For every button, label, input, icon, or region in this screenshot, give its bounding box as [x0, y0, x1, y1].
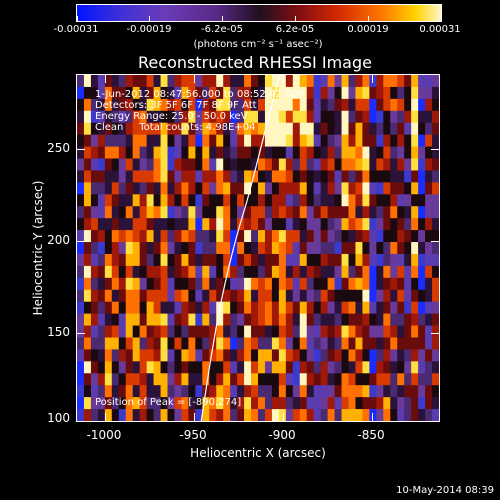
- colorbar-tick: [222, 16, 223, 21]
- heatmap-image: [77, 75, 439, 421]
- x-tick-label: -900: [268, 428, 296, 442]
- x-tick-mark: [372, 75, 373, 83]
- colorbar-tick-label: -6.2e-05: [201, 24, 243, 35]
- x-tick-mark: [194, 75, 195, 83]
- colorbar-tick-label: 0.00019: [347, 24, 389, 35]
- colorbar-unit-label: (photons cm⁻² s⁻¹ asec⁻²): [193, 39, 323, 50]
- y-tick-mark: [77, 333, 85, 334]
- y-tick-mark: [77, 149, 85, 150]
- y-tick-label: 250: [47, 141, 70, 155]
- x-tick-label: -1000: [86, 428, 122, 442]
- limb-curve: [200, 75, 281, 421]
- y-axis-label: Heliocentric Y (arcsec): [31, 180, 45, 316]
- colorbar: [76, 4, 442, 22]
- x-tick-mark: [105, 75, 106, 83]
- y-tick-label: 200: [47, 233, 70, 247]
- y-tick-label: 150: [47, 325, 70, 339]
- y-tick-mark: [431, 149, 439, 150]
- colorbar-tick: [295, 16, 296, 21]
- image-plot: 1-Jun-2012 08:47:56.000 to 08:52:42.000 …: [76, 74, 440, 422]
- colorbar-tick: [149, 16, 150, 21]
- colorbar-tick-label: -0.00031: [53, 24, 99, 35]
- colorbar-tick-label: 6.2e-05: [275, 24, 315, 35]
- colorbar-tick-label: 0.00031: [419, 24, 461, 35]
- info-energy-range: Energy Range: 25.0 - 50.0 keV: [95, 111, 248, 122]
- x-tick-mark: [194, 413, 195, 421]
- x-axis-label: Heliocentric X (arcsec): [190, 446, 326, 460]
- x-tick-label: -850: [357, 428, 385, 442]
- colorbar-tick: [368, 16, 369, 21]
- x-tick-mark: [283, 75, 284, 83]
- colorbar-tick-label: -0.00019: [126, 24, 172, 35]
- peak-position: Position of Peak = [-890,274]: [95, 397, 242, 408]
- image-title: Reconstructed RHESSI Image: [138, 53, 372, 72]
- info-time-range: 1-Jun-2012 08:47:56.000 to 08:52:42.000: [95, 89, 305, 100]
- y-tick-mark: [431, 241, 439, 242]
- x-tick-mark: [105, 413, 106, 421]
- y-tick-mark: [77, 241, 85, 242]
- y-tick-mark: [431, 333, 439, 334]
- y-tick-label: 100: [47, 411, 70, 425]
- colorbar-tick: [440, 16, 441, 21]
- colorbar-tick: [77, 16, 78, 21]
- info-clean-counts: Clean Total counts: 4.98E+04: [95, 122, 256, 133]
- info-detectors: Detectors: 3F 5F 6F 7F 8F 9F Att: [95, 100, 257, 111]
- x-tick-mark: [372, 413, 373, 421]
- x-tick-mark: [283, 413, 284, 421]
- x-tick-label: -950: [179, 428, 207, 442]
- generation-timestamp: 10-May-2014 08:39: [396, 485, 494, 496]
